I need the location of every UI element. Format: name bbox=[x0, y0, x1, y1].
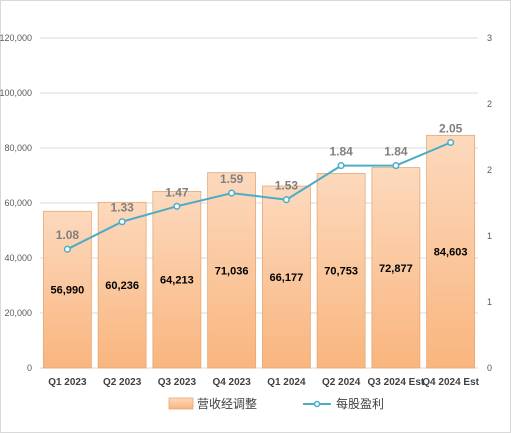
y-tick-label: 80,000 bbox=[4, 143, 32, 153]
y-tick-label: 60,000 bbox=[4, 198, 32, 208]
eps-series-line bbox=[66, 141, 452, 251]
revenue-bar-label: 72,877 bbox=[379, 263, 413, 275]
x-tick-label: Q4 2023 bbox=[212, 377, 251, 388]
y2-tick-label: 0 bbox=[487, 363, 492, 373]
legend-eps-label: 每股盈利 bbox=[336, 396, 384, 411]
eps-point bbox=[118, 218, 126, 226]
x-tick-label: Q3 2023 bbox=[158, 377, 197, 388]
y2-tick-label: 2 bbox=[487, 165, 492, 175]
y-axis-right: 0 1 1 2 2 3 bbox=[487, 33, 492, 373]
revenue-bar-label: 66,177 bbox=[270, 272, 304, 284]
eps-data-label: 1.84 bbox=[329, 145, 353, 159]
eps-data-label: 1.08 bbox=[56, 228, 80, 242]
x-tick-label: Q2 2023 bbox=[103, 377, 142, 388]
eps-line bbox=[63, 138, 455, 253]
revenue-bar-label: 56,990 bbox=[51, 285, 85, 297]
eps-point bbox=[282, 196, 290, 204]
y2-tick-label: 1 bbox=[487, 297, 492, 307]
revenue-bar-label: 71,036 bbox=[215, 265, 249, 277]
y-tick-label: 120,000 bbox=[0, 33, 32, 43]
y2-tick-label: 1 bbox=[487, 231, 492, 241]
x-axis-categories: Q1 2023 Q2 2023 Q3 2023 Q4 2023 Q1 2024 Q2 20… bbox=[48, 377, 479, 388]
x-tick-label: Q3 2024 Est bbox=[368, 377, 425, 388]
revenue-bar-label: 60,236 bbox=[105, 280, 139, 292]
eps-point bbox=[337, 162, 345, 170]
revenue-bar bbox=[261, 185, 311, 369]
y-tick-label: 0 bbox=[27, 363, 32, 373]
revenue-bar-labels: 56,990 60,236 64,213 71,036 66,177 70,753 72,8… bbox=[51, 247, 468, 297]
revenue-bar bbox=[316, 173, 366, 369]
revenue-bar-label: 84,603 bbox=[434, 247, 468, 259]
x-tick-label: Q2 2024 bbox=[322, 377, 361, 388]
y-tick-label: 20,000 bbox=[4, 308, 32, 318]
revenue-bar bbox=[152, 191, 202, 369]
revenue-bar bbox=[42, 210, 92, 369]
eps-data-label: 1.47 bbox=[165, 185, 189, 199]
revenue-bars bbox=[42, 134, 476, 369]
eps-data-label: 1.53 bbox=[275, 179, 299, 193]
legend-revenue-swatch bbox=[168, 397, 194, 410]
revenue-bar-label: 70,753 bbox=[324, 266, 358, 278]
y-tick-label: 100,000 bbox=[0, 88, 32, 98]
x-tick-label: Q1 2024 bbox=[267, 377, 306, 388]
x-tick-label: Q4 2024 Est bbox=[422, 377, 479, 388]
legend-eps-marker bbox=[313, 400, 321, 408]
eps-data-label: 1.59 bbox=[220, 172, 244, 186]
y-tick-label: 40,000 bbox=[4, 253, 32, 263]
eps-data-label: 1.84 bbox=[384, 145, 408, 159]
eps-labels: 1.08 1.33 1.47 1.59 1.53 1.84 1.84 2.05 bbox=[56, 122, 463, 243]
y2-tick-label: 3 bbox=[487, 33, 492, 43]
revenue-bar bbox=[371, 167, 421, 369]
eps-point bbox=[173, 202, 181, 210]
eps-data-label: 1.33 bbox=[110, 201, 134, 215]
legend-revenue-label: 营收经调整 bbox=[197, 396, 257, 411]
eps-point bbox=[447, 138, 455, 147]
eps-point bbox=[392, 162, 400, 170]
y-axis-left: 0 20,000 40,000 60,000 80,000 100,000 120,000 bbox=[0, 33, 32, 373]
legend: 营收经调整 每股盈利 bbox=[168, 396, 384, 411]
y2-tick-label: 2 bbox=[487, 99, 492, 109]
revenue-bar bbox=[426, 134, 476, 369]
eps-data-label: 2.05 bbox=[439, 122, 463, 136]
eps-point bbox=[63, 245, 71, 253]
x-tick-label: Q1 2023 bbox=[48, 377, 87, 388]
revenue-bar-label: 64,213 bbox=[160, 275, 194, 287]
eps-point bbox=[228, 189, 236, 197]
revenue-bar bbox=[207, 172, 257, 369]
